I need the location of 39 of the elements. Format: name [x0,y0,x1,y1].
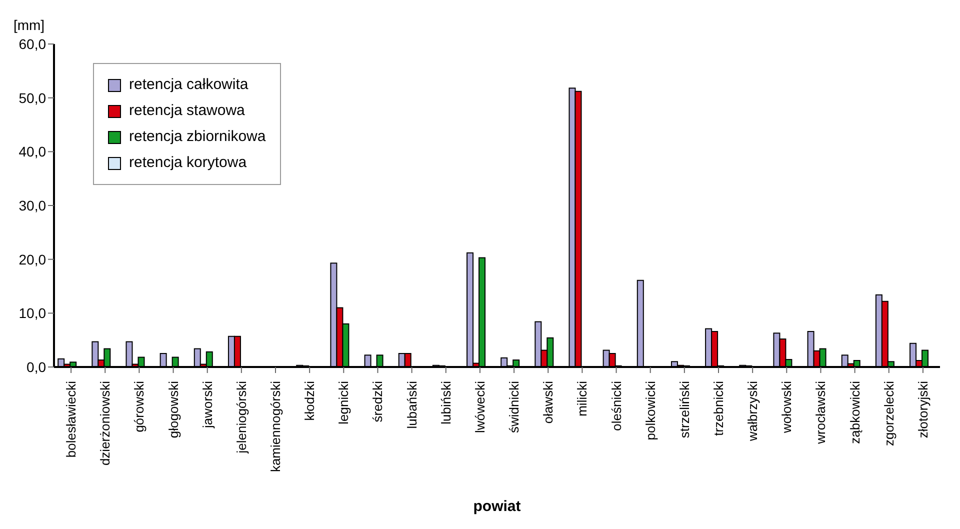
y-tick-label: 20,0 [18,251,46,268]
x-tick-label: wrocławski [813,380,828,445]
x-tick-label: oławski [540,380,556,424]
y-tick-label: 50,0 [18,90,46,106]
legend-label: retencja całkowita [129,75,248,95]
x-tick-label: ząbkowicki [847,380,862,444]
x-tick-label: trzebnicki [711,380,726,436]
x-tick-label: średzki [370,380,386,422]
x-tick-label: dzierżoniowski [98,380,113,466]
y-tick-label: 60,0 [18,36,46,52]
x-tick-label: jaworski [200,380,215,429]
x-tick-label: wałbrzyski [745,380,760,442]
legend-label: retencja zbiornikowa [129,127,266,147]
y-axis-title: [mm] [13,17,45,33]
x-tick-label: kłodzki [302,380,318,421]
x-tick-label: bolesławiecki [64,380,79,458]
x-tick-label: jeleniogórski [234,380,249,454]
x-tick-label: świdnicki [506,380,522,434]
x-tick-label: milicki [574,380,590,416]
y-tick-label: 30,0 [18,197,46,214]
y-tick-label: 10,0 [18,305,46,322]
x-axis-title: powiat [473,498,521,515]
x-tick-label: lubiński [438,380,454,424]
x-tick-label: złotoryjski [915,380,930,438]
x-tick-label: kamiennogórski [268,380,283,472]
x-tick-label: głogowski [166,380,181,438]
x-tick-label: lwówecki [472,380,488,434]
x-tick-label: wołowski [779,380,794,434]
x-tick-label: oleśnicki [608,380,624,431]
x-tick-label: górowski [132,380,147,432]
x-tick-label: polkowicki [642,380,658,440]
legend-label: retencja korytowa [129,153,247,173]
legend-label: retencja stawowa [129,101,245,121]
x-tick-label: legnicki [336,380,352,424]
y-tick-label: 0,0 [26,358,46,375]
y-tick-label: 40,0 [18,144,46,160]
x-tick-label: lubański [404,380,420,429]
x-tick-label: strzeliński [676,380,692,438]
x-tick-label: zgorzelecki [881,380,896,446]
